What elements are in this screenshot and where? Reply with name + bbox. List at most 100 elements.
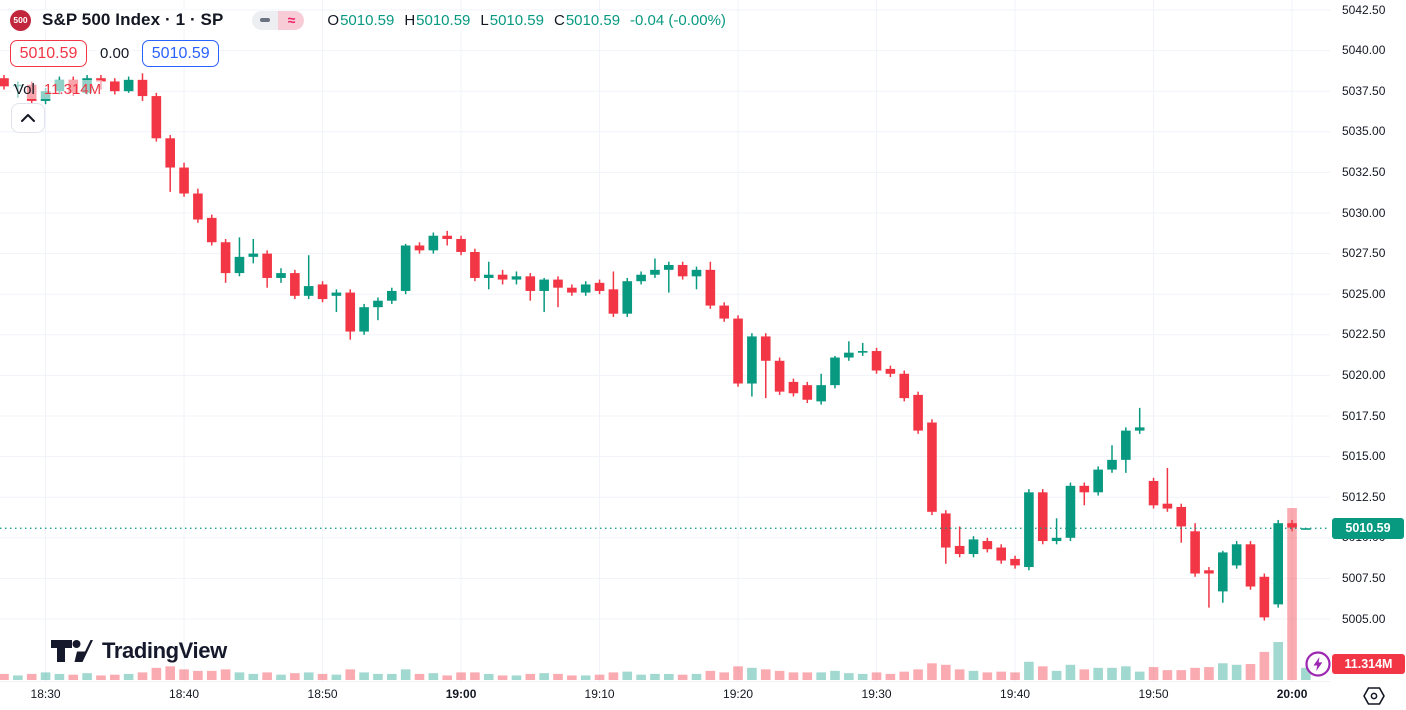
volume-bar bbox=[885, 673, 896, 680]
price-tick-label: 5017.50 bbox=[1342, 408, 1386, 423]
candle-body bbox=[567, 287, 577, 293]
volume-bar bbox=[996, 671, 1006, 680]
volume-bar bbox=[179, 669, 189, 680]
volume-bar bbox=[1218, 663, 1228, 680]
volume-bar bbox=[1176, 670, 1187, 680]
session-status-toggle: ≈ bbox=[252, 10, 305, 30]
candle-body bbox=[733, 318, 743, 384]
volume-bar bbox=[82, 673, 92, 680]
boost-button[interactable] bbox=[1304, 650, 1332, 678]
volume-bar bbox=[414, 673, 425, 680]
volume-bar bbox=[359, 672, 369, 680]
candle-body bbox=[165, 138, 175, 168]
volume-bar bbox=[1121, 666, 1131, 680]
time-tick-label: 19:10 bbox=[584, 687, 615, 701]
price-tick-label: 5030.00 bbox=[1342, 205, 1386, 220]
candle-body bbox=[594, 282, 605, 291]
collapse-legend-button[interactable] bbox=[11, 103, 45, 133]
candle-body bbox=[760, 336, 771, 361]
time-tick-label: 19:30 bbox=[861, 687, 892, 701]
market-closed-button[interactable] bbox=[252, 10, 279, 30]
volume-bar bbox=[553, 673, 563, 680]
volume-bar bbox=[456, 672, 466, 680]
candle-body bbox=[844, 352, 854, 358]
volume-bar bbox=[580, 675, 591, 680]
volume-label: Vol bbox=[14, 81, 35, 98]
candle-body bbox=[899, 373, 910, 399]
axis-settings-button[interactable] bbox=[1360, 685, 1388, 707]
candle-body bbox=[137, 79, 148, 97]
volume-bar bbox=[1148, 667, 1159, 680]
candle-body bbox=[331, 292, 342, 296]
symbol-title[interactable]: S&P 500 Index · 1 · SP bbox=[39, 10, 227, 30]
candle-body bbox=[996, 547, 1006, 561]
chevron-up-icon bbox=[21, 114, 35, 122]
candle-body bbox=[871, 351, 882, 371]
low-value: 5010.59 bbox=[489, 11, 544, 29]
high-value: 5010.59 bbox=[416, 11, 471, 29]
volume-bar bbox=[442, 675, 452, 680]
change-value: -0.04 (-0.00%) bbox=[630, 11, 726, 29]
volume-bar bbox=[220, 669, 231, 680]
price-tick-label: 5037.50 bbox=[1342, 83, 1386, 98]
candle-body bbox=[622, 281, 633, 314]
time-axis[interactable]: 18:30 18:40 18:50 19:00 19:10 19:20 19:30 19:40… bbox=[0, 682, 1406, 710]
candle-body bbox=[262, 253, 272, 278]
price-tick-label: 5040.00 bbox=[1342, 43, 1386, 58]
candle-body bbox=[1190, 531, 1200, 574]
candle-body bbox=[1148, 480, 1159, 506]
open-value: 5010.59 bbox=[340, 11, 395, 29]
time-tick-label: 18:30 bbox=[30, 687, 61, 701]
candle-body bbox=[179, 167, 189, 194]
volume-bar bbox=[1245, 664, 1256, 680]
candle-body bbox=[1024, 492, 1034, 568]
volume-bar bbox=[1273, 642, 1283, 680]
extended-hours-button[interactable]: ≈ bbox=[278, 10, 305, 30]
volume-bar bbox=[650, 673, 660, 680]
candle-body bbox=[677, 264, 688, 277]
tradingview-logo[interactable]: TradingView bbox=[50, 637, 227, 665]
volume-bar bbox=[816, 672, 826, 680]
tradingview-mark-icon bbox=[51, 640, 93, 662]
time-tick-label: 18:50 bbox=[307, 687, 338, 701]
time-tick-label: 19:20 bbox=[723, 687, 754, 701]
volume-bar bbox=[317, 673, 328, 680]
volume-bar bbox=[1093, 667, 1103, 680]
volume-bar bbox=[760, 669, 771, 680]
time-tick-label: 19:00 bbox=[445, 687, 477, 701]
volume-bar bbox=[68, 674, 79, 680]
volume-bar bbox=[470, 672, 480, 680]
price-tick-label: 5022.50 bbox=[1342, 327, 1386, 342]
sell-button[interactable]: 5010.59 bbox=[10, 40, 87, 67]
volume-bar bbox=[331, 674, 342, 680]
price-tick-label: 5012.50 bbox=[1342, 489, 1386, 504]
candle-body bbox=[816, 385, 826, 402]
volume-bar bbox=[1134, 671, 1145, 680]
candle-body bbox=[1065, 485, 1076, 538]
volume-bar bbox=[428, 673, 439, 680]
buy-button[interactable]: 5010.59 bbox=[142, 40, 220, 67]
volume-bar bbox=[40, 672, 51, 680]
candle-body bbox=[428, 235, 439, 251]
candle-body bbox=[1107, 459, 1117, 470]
volume-bar bbox=[248, 673, 259, 680]
volume-bar bbox=[567, 675, 577, 680]
price-axis[interactable]: 5042.50 5040.00 5037.50 5035.00 5032.50 5030.… bbox=[1330, 0, 1406, 682]
candle-body bbox=[719, 305, 729, 319]
volume-bar bbox=[941, 664, 951, 680]
low-label: L bbox=[480, 11, 489, 29]
candle-body bbox=[968, 539, 979, 555]
candle-body bbox=[110, 81, 120, 92]
price-tick-label: 5020.00 bbox=[1342, 367, 1386, 382]
candle-body bbox=[664, 264, 674, 270]
candle-body bbox=[774, 360, 785, 392]
candle-body bbox=[220, 242, 231, 274]
volume-bar bbox=[691, 673, 702, 680]
candle-body bbox=[1245, 544, 1256, 587]
candle-body bbox=[1134, 427, 1145, 431]
volume-bar bbox=[96, 675, 106, 680]
volume-bar bbox=[1107, 667, 1117, 680]
candle-body bbox=[1204, 570, 1214, 574]
